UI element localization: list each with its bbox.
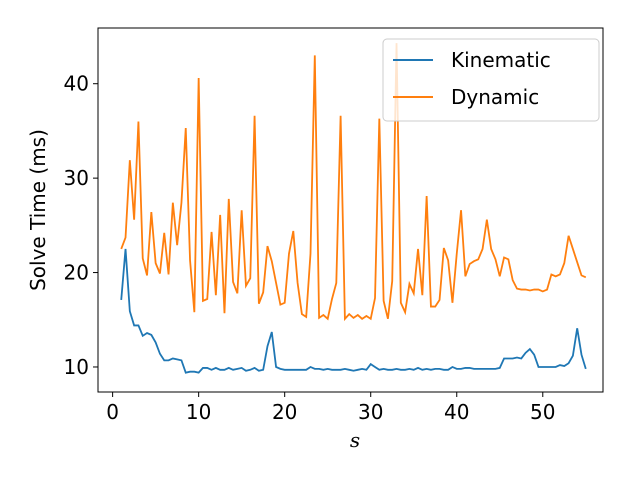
x-tick-label: 40 (444, 400, 469, 424)
x-tick-label: 50 (530, 400, 555, 424)
x-tick-label: 10 (186, 400, 211, 424)
series-line (120, 43, 587, 322)
y-tick-label: 10 (64, 355, 89, 379)
y-axis-label: Solve Time (ms) (26, 129, 50, 291)
legend-box (382, 38, 600, 122)
x-tick-label: 20 (272, 400, 297, 424)
series-line (120, 248, 587, 374)
x-axis-label: s (350, 428, 360, 452)
y-tick-label: 30 (64, 166, 89, 190)
x-tick-label: 0 (106, 400, 119, 424)
legend-label: Dynamic (451, 85, 539, 109)
plot-frame (97, 27, 604, 393)
x-tick-label: 30 (358, 400, 383, 424)
y-tick-label: 20 (64, 261, 89, 285)
legend-label: Kinematic (451, 48, 551, 72)
y-tick-label: 40 (64, 72, 89, 96)
